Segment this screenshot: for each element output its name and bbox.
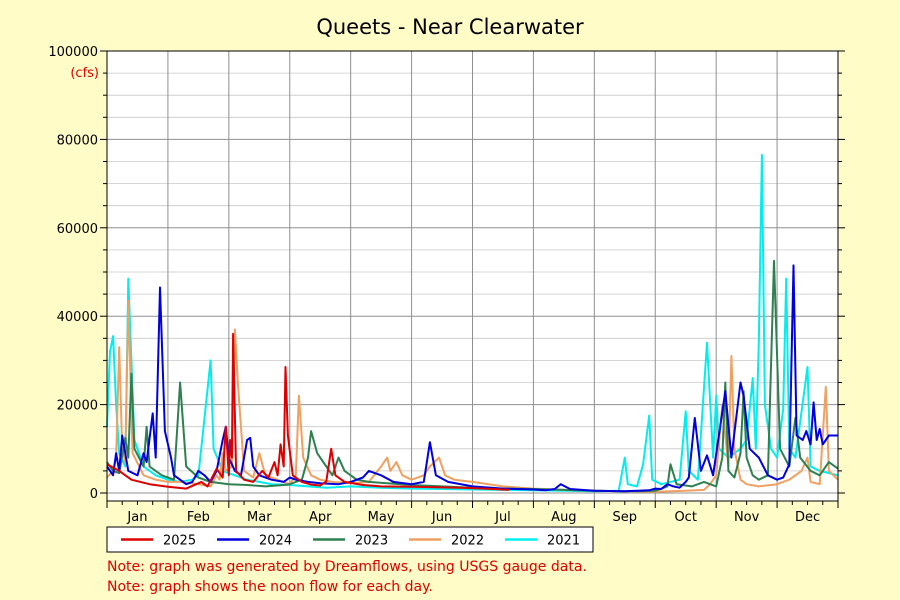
y-axis: 0 20000 40000 60000 80000 100000	[48, 45, 845, 502]
month-label: Nov	[734, 510, 760, 525]
y-tick-label: 20000	[57, 399, 98, 414]
month-label: Jul	[494, 510, 511, 525]
month-label: Aug	[551, 510, 576, 525]
legend-label-2021: 2021	[547, 534, 580, 549]
y-tick-label: 0	[90, 487, 98, 502]
y-tick-label: 40000	[57, 310, 98, 325]
note-noon-flow: Note: graph shows the noon flow for each…	[107, 579, 433, 595]
series-lines	[106, 153, 839, 493]
units-label: (cfs)	[70, 66, 99, 81]
legend-label-2025: 2025	[163, 534, 196, 549]
legend-label-2024: 2024	[259, 534, 292, 549]
series-line-2023	[106, 259, 839, 493]
y-tick-label: 80000	[57, 133, 98, 148]
y-tick-label: 100000	[48, 45, 98, 60]
month-label: Mar	[247, 510, 272, 525]
month-label: Feb	[187, 510, 210, 525]
month-label: Oct	[674, 510, 696, 525]
note-data-source: Note: graph was generated by Dreamflows,…	[107, 559, 587, 575]
legend-label-2023: 2023	[355, 534, 388, 549]
month-label: Jan	[126, 510, 147, 525]
month-label: Apr	[309, 510, 332, 525]
month-label: May	[368, 510, 395, 525]
series-line-2025	[106, 332, 510, 491]
month-label: Dec	[795, 510, 820, 525]
month-label: Jun	[431, 510, 452, 525]
major-gridlines	[107, 50, 838, 501]
legend: 2025 2024 2023 2022 2021	[106, 526, 594, 553]
month-label: Sep	[613, 510, 638, 525]
series-line-2024	[106, 264, 838, 493]
chart-title: Queets - Near Clearwater	[316, 15, 584, 39]
y-tick-label: 60000	[57, 222, 98, 237]
legend-label-2022: 2022	[451, 534, 484, 549]
x-axis: Jan Feb Mar Apr May Jun Jul Aug Sep Oct Nov Dec	[106, 501, 839, 525]
